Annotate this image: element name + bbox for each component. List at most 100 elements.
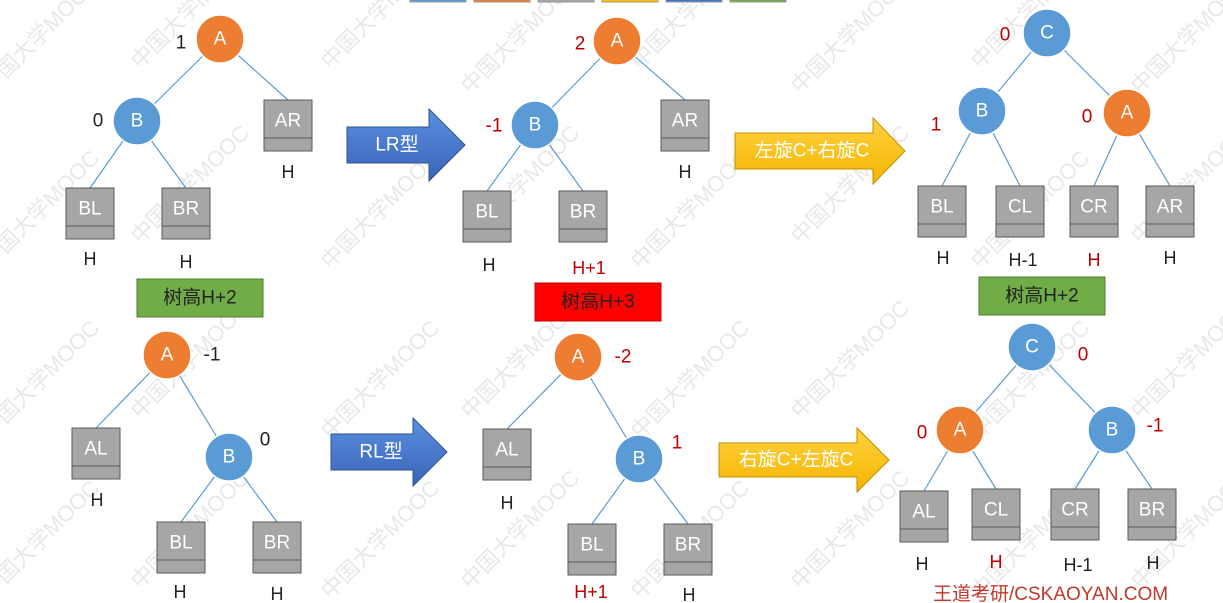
color-swatch-strip [409,0,787,3]
svg-text:BR: BR [675,535,701,556]
arrow-rotate-top-label: 左旋C+右旋C [755,140,870,162]
height-bl: H [483,255,496,275]
svg-text:CR: CR [1061,500,1088,521]
node-b-label: B [976,101,989,122]
tree-top-before: A 1 B 0 BL H BR H AR H 树高H+2 [65,14,313,318]
height-label: 树高H+3 [561,291,634,313]
arrow-rl-label: RL型 [359,441,402,463]
node-a [1102,88,1152,138]
height-ar: H [1164,248,1177,268]
bf-b: 0 [260,430,271,451]
node-a-label: A [1121,103,1134,124]
node-a-label: A [572,347,585,368]
tree-bottom-before: A -1 B 0 AL H BL H BR H [71,330,302,603]
subtree-cr: CR [1069,185,1119,238]
svg-text:AR: AR [275,111,301,132]
height-br: H [180,252,193,272]
subtree-al: AL [482,428,532,481]
subtree-ar: AR [1145,185,1195,238]
svg-text:BR: BR [570,202,596,223]
swatch-blue [409,0,467,3]
bf-a: -1 [204,345,221,366]
height-bl: H+1 [574,582,608,602]
arrow-lr: LR型 [346,107,466,183]
arrow-rotate-bottom: 右旋C+左旋C [718,426,890,494]
node-b [204,432,254,482]
bf-a: 2 [575,34,586,55]
node-a-label: A [954,420,967,441]
height-cl: H-1 [1008,250,1037,270]
footer-credit: 王道考研/CSKAOYAN.COM [933,583,1168,603]
swatch-yellow [601,0,659,3]
svg-text:AR: AR [672,111,698,132]
watermark-text: 中国大学MOOC [1126,295,1223,423]
height-ar: H [282,162,295,182]
swatch-green [729,0,787,3]
subtree-cl: CL [971,488,1021,541]
tree-bottom-middle: A -2 B 1 AL H BL H+1 BR H [482,332,713,603]
height-br: H [271,584,284,603]
subtree-cr: CR [1050,488,1100,541]
watermark-text: 中国大学MOOC [626,0,754,74]
node-c-label: C [1025,337,1039,358]
bf-b: -1 [486,116,503,137]
arrow-rotate-top: 左旋C+右旋C [734,116,906,186]
watermark-text: 中国大学MOOC [316,145,444,273]
subtree-al: AL [899,490,949,543]
watermark-text: 中国大学MOOC [786,465,914,593]
watermark-text: 中国大学MOOC [316,0,444,74]
watermark-text: 中国大学MOOC [0,475,104,603]
node-b-label: B [529,115,542,136]
subtree-br: BR [558,190,608,243]
watermark-text: 中国大学MOOC [316,315,444,443]
bf-a: 0 [917,423,928,444]
height-cr: H [1088,250,1101,270]
subtree-bl: BL [156,521,206,574]
height-br: H [1147,553,1160,573]
svg-text:CL: CL [984,500,1008,521]
node-c [1007,322,1057,372]
subtree-br: BR [252,521,302,574]
bf-b: 1 [672,433,683,454]
node-b [614,434,664,484]
swatch-darkblue [665,0,723,3]
subtree-al: AL [71,427,121,480]
bf-b: -1 [1147,416,1164,437]
node-b [112,96,162,146]
svg-text:BL: BL [169,533,192,554]
svg-text:AR: AR [1157,197,1183,218]
height-bl: H [84,249,97,269]
watermark-text: 中国大学MOOC [456,0,584,99]
node-a [592,16,642,66]
node-c [1022,8,1072,58]
svg-text:AL: AL [912,502,935,523]
node-c-label: C [1040,23,1054,44]
svg-text:BL: BL [930,197,953,218]
height-bl: H [937,248,950,268]
svg-text:AL: AL [84,439,107,460]
subtree-br: BR [1127,488,1177,541]
watermark-text: 中国大学MOOC [316,475,444,603]
watermark-text: 中国大学MOOC [456,465,584,593]
subtree-bl: BL [65,187,115,240]
watermark-text: 中国大学MOOC [626,315,754,443]
height-bl: H [174,582,187,602]
bf-a: -2 [615,347,632,368]
svg-text:BR: BR [1139,500,1165,521]
height-label: 树高H+2 [1005,285,1078,307]
bf-c: 0 [1078,345,1089,366]
svg-text:CL: CL [1008,197,1032,218]
svg-text:BR: BR [264,533,290,554]
node-b [957,86,1007,136]
height-cr: H-1 [1063,555,1092,575]
height-label-box [136,278,264,318]
height-label: 树高H+2 [163,287,236,309]
watermark-text: 中国大学MOOC [0,0,104,99]
swatch-gray [537,0,595,3]
node-a [935,405,985,455]
watermark-text: 中国大学MOOC [786,295,914,423]
bf-c: 0 [1000,25,1011,46]
node-a [142,330,192,380]
node-a [553,332,603,382]
